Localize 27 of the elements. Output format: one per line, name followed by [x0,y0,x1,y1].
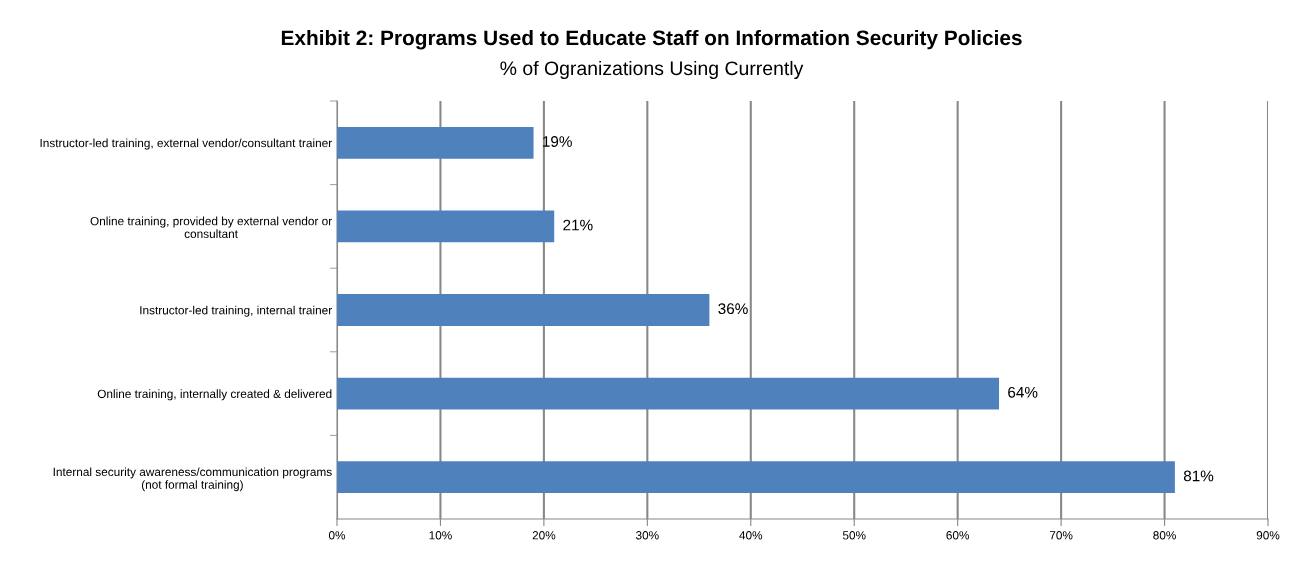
x-tick-label: 30% [635,531,659,540]
data-label: 81% [1183,470,1214,482]
chart-subtitle: % of Ogranizations Using Currently [500,60,804,80]
data-label: 21% [563,219,593,231]
x-tick-label: 70% [1049,531,1073,540]
x-tick-label: 20% [532,531,556,540]
y-tick-label: Internal security awareness/communication programs (not formal training) [53,467,332,492]
chart-title: Exhibit 2: Programs Used to Educate Staff on Information Security Policies [281,29,1022,50]
x-tick-label: 0% [328,531,346,540]
y-tick-label: Instructor-led training, internal trainer [140,305,332,317]
x-tick-label: 60% [946,531,970,540]
bar [337,294,710,326]
y-tick-label: Online training, internally created & delivered [97,389,332,401]
x-tick-label: 40% [739,531,763,540]
x-tick-label: 80% [1153,531,1176,540]
data-label: 64% [1008,386,1038,398]
y-tick-label: Online training, provided by external vendor or consultant [90,216,332,239]
y-tick-label: Instructor-led training, external vendor/consultant trainer [40,138,332,150]
data-label: 19% [543,136,572,147]
bar [337,210,555,243]
x-tick-label: 90% [1256,531,1280,540]
x-tick-label: 50% [842,531,866,540]
bar [337,461,1175,494]
bar [337,377,1000,410]
x-tick-label: 10% [429,531,452,540]
data-label: 36% [718,303,748,315]
bar [337,126,534,159]
